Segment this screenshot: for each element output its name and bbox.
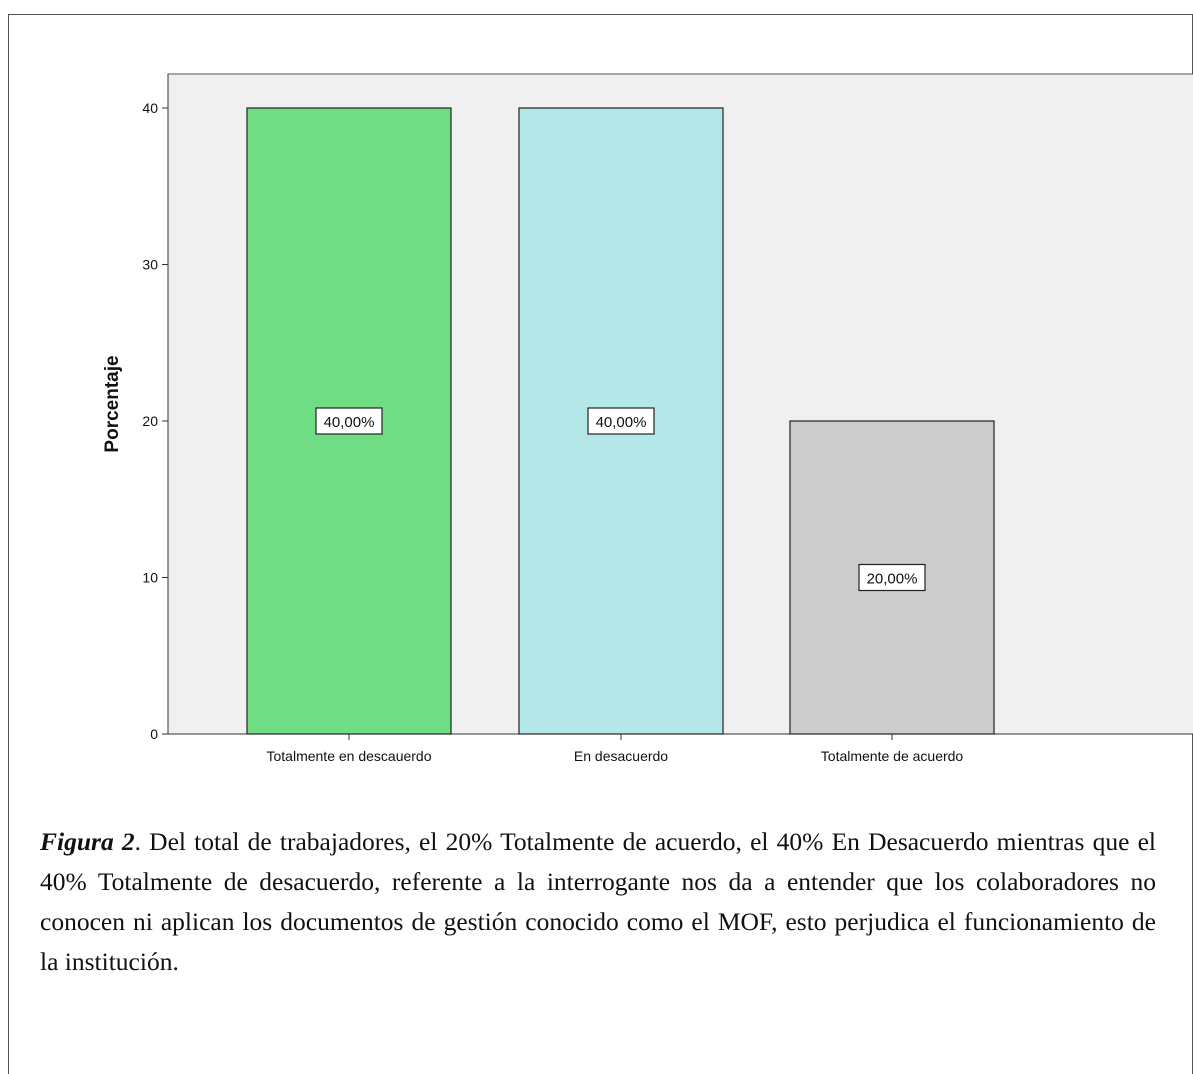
data-label: 40,00% bbox=[315, 407, 383, 435]
x-tick-label: En desacuerdo bbox=[574, 748, 668, 764]
y-tick-label: 30 bbox=[142, 257, 158, 273]
data-label-box bbox=[858, 563, 926, 592]
data-label-text: 20,00% bbox=[867, 571, 918, 588]
y-tick-label: 20 bbox=[142, 413, 158, 429]
data-label-text: 40,00% bbox=[596, 414, 647, 431]
y-tick-label: 40 bbox=[142, 100, 158, 116]
bar-3 bbox=[789, 420, 995, 735]
data-label: 20,00% bbox=[858, 563, 926, 592]
x-tick-label: Totalmente en descauerdo bbox=[267, 748, 432, 764]
y-axis-label: Porcentaje bbox=[102, 355, 123, 452]
figure-caption: Figura 2. Del total de trabajadores, el … bbox=[40, 822, 1156, 982]
caption-text: . Del total de trabajadores, el 20% Tota… bbox=[40, 827, 1156, 976]
data-label-box bbox=[587, 407, 655, 435]
data-label: 40,00% bbox=[587, 407, 655, 435]
x-tick-label: Totalmente de acuerdo bbox=[821, 748, 964, 764]
figure-label: Figura 2 bbox=[40, 827, 135, 856]
data-label-box bbox=[315, 407, 383, 435]
bar-chart: 0 10 20 30 40 Totalmente en descauerdo En des… bbox=[102, 73, 1193, 764]
y-tick-label: 10 bbox=[142, 570, 158, 586]
y-tick-label: 0 bbox=[150, 726, 158, 742]
data-label-text: 40,00% bbox=[324, 414, 375, 431]
